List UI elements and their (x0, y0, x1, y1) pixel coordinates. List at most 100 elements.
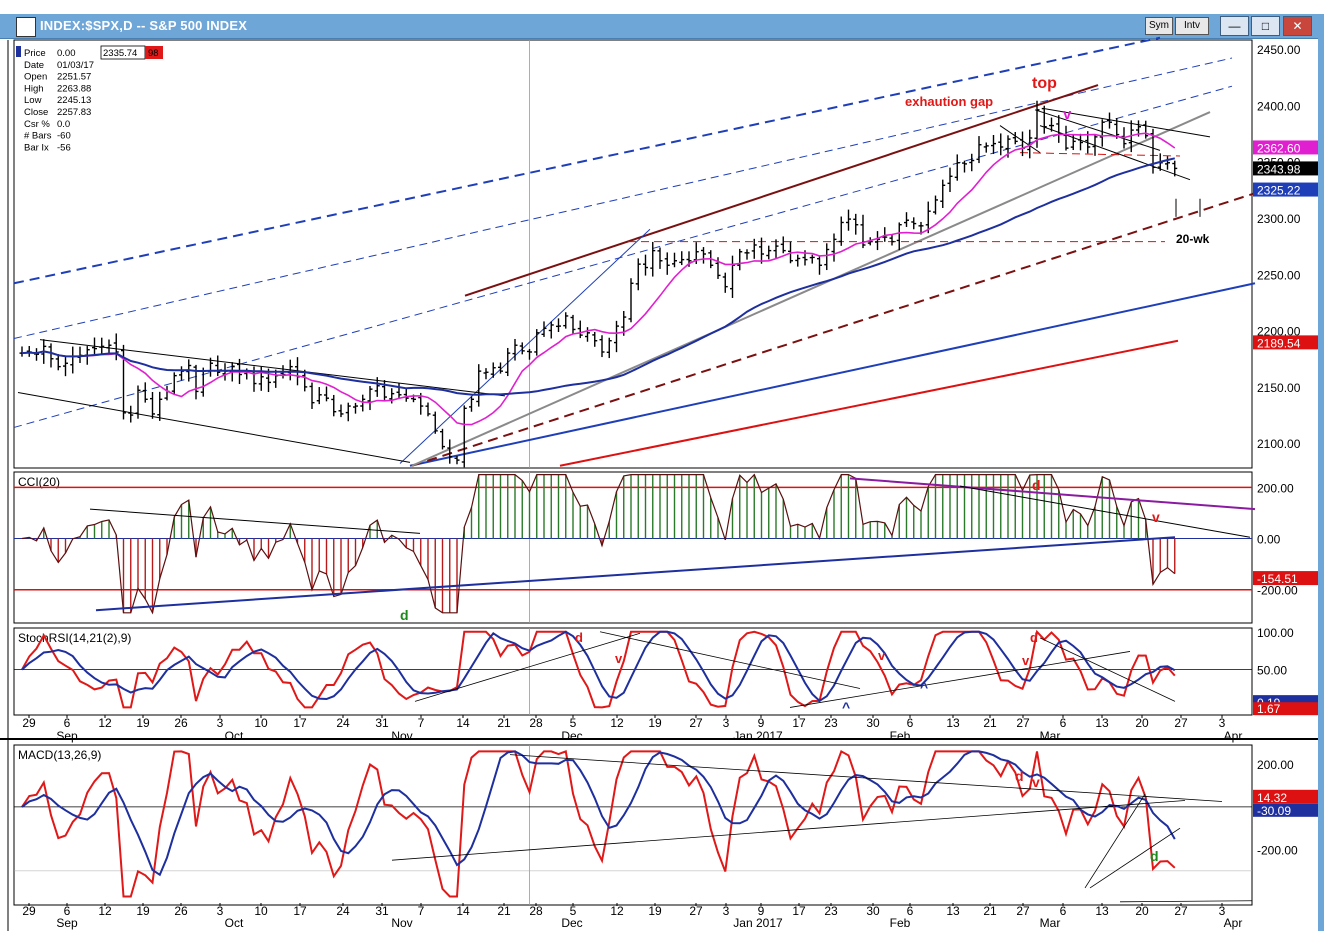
stoch-v-annotation: v (615, 651, 623, 666)
macd-d-annotation: d (1015, 768, 1024, 784)
price-bar (128, 405, 134, 423)
macd-title: MACD(13,26,9) (18, 748, 101, 762)
x-day-label-lower: 14 (456, 904, 470, 918)
x-day-label-lower: 27 (1174, 904, 1188, 918)
cci-line (21, 473, 1176, 615)
x-day-label-lower: 29 (22, 904, 36, 918)
price-axis-label: 2150.00 (1257, 381, 1301, 395)
price-bar (171, 372, 177, 395)
price-bar (780, 236, 786, 254)
cci-falling-trendline (849, 477, 1256, 511)
x-day-label-lower: 13 (946, 904, 960, 918)
price-bar (701, 247, 706, 264)
stoch-d-annotation-2: d (1030, 630, 1038, 645)
cci-d-low-annotation: d (400, 607, 409, 623)
x-day-label-lower: 17 (293, 904, 307, 918)
x-day-label-lower: 13 (1095, 904, 1109, 918)
price-bar (585, 327, 590, 342)
lower-channel-blue (409, 282, 1256, 467)
x-day-label-lower: 28 (529, 904, 543, 918)
price-bar (737, 248, 743, 271)
price-bar (1063, 125, 1069, 151)
x-day-label-lower: 6 (907, 904, 914, 918)
info-value: -60 (57, 131, 71, 142)
close-button[interactable]: ✕ (1283, 16, 1312, 36)
price-bar (461, 405, 467, 468)
x-day-label-lower: 26 (174, 904, 188, 918)
info-label: # Bars (24, 131, 52, 142)
macd-trend-d (1089, 827, 1181, 889)
minimize-button[interactable]: — (1220, 16, 1249, 36)
info-label: Price (24, 48, 46, 59)
price-bar (577, 320, 583, 339)
price-bar (672, 252, 677, 268)
price-bar (940, 179, 946, 208)
cci-value: -154.51 (1257, 572, 1298, 586)
x-day-label-lower: 12 (98, 904, 112, 918)
x-day-label-upper: 9 (758, 716, 765, 730)
x-day-label-lower: 3 (1219, 904, 1226, 918)
info-value: 01/03/17 (57, 60, 94, 71)
stoch-up-annotation: ^ (842, 699, 850, 715)
price-bar (150, 392, 155, 419)
interval-button[interactable]: Intv (1175, 17, 1209, 35)
x-day-label-lower: 19 (136, 904, 150, 918)
macd-value: 14.32 (1257, 791, 1287, 805)
x-day-label-upper: 27 (1174, 716, 1188, 730)
price-bar (541, 321, 547, 337)
x-month-label-upper: Apr (1224, 729, 1243, 743)
macd-value-bg (1253, 789, 1318, 804)
restore-button[interactable]: □ (1251, 16, 1280, 36)
price-bar (425, 402, 431, 417)
price-bar (215, 355, 221, 377)
x-month-label-lower: Jan 2017 (733, 916, 783, 930)
x-day-label-lower: 6 (1060, 904, 1067, 918)
x-day-label-upper: 29 (22, 716, 36, 730)
price-bar (99, 337, 105, 355)
price-bar (142, 382, 148, 403)
x-day-label-upper: 23 (824, 716, 838, 730)
price-bar (483, 368, 489, 380)
cursor-price: 2335.74 (103, 48, 137, 59)
upper-channel-thin (13, 57, 1233, 339)
x-day-label-upper: 26 (174, 716, 188, 730)
x-month-label-lower: Mar (1040, 916, 1061, 930)
info-value: 2245.13 (57, 95, 91, 106)
v-connector (1034, 109, 1161, 151)
info-value: 0.0 (57, 119, 70, 130)
price-bar (360, 394, 366, 412)
x-day-label-lower: 9 (758, 904, 765, 918)
price-bar (592, 331, 598, 347)
price-bar (1056, 115, 1062, 143)
price-bar (1165, 156, 1170, 170)
red-trendline (559, 339, 1179, 467)
price-bar (744, 249, 750, 260)
price-bar (48, 343, 54, 368)
price-bar (628, 278, 634, 323)
x-month-label-lower: Sep (56, 916, 78, 930)
price-bar (1012, 132, 1018, 145)
info-label: Csr % (24, 119, 50, 130)
x-day-label-lower: 5 (570, 904, 577, 918)
x-day-label-upper: 19 (648, 716, 662, 730)
price-bar (817, 256, 822, 275)
info-label: Bar Ix (24, 142, 49, 153)
sma-long-line (21, 157, 1176, 396)
price-axis-label: 2200.00 (1257, 325, 1301, 339)
price-bar (643, 254, 648, 276)
price-bar (954, 154, 960, 181)
price-bar (889, 235, 895, 246)
price-bar (512, 338, 518, 361)
price-bar (831, 233, 837, 262)
x-day-label-upper: 24 (336, 716, 350, 730)
price-bar (1114, 118, 1120, 139)
price-bar (92, 337, 97, 355)
x-month-label-lower: Nov (391, 916, 412, 930)
sym-button[interactable]: Sym (1145, 17, 1173, 35)
price-axis-label: 2450.00 (1257, 43, 1301, 57)
cci-pane: CCI(20) (14, 473, 1256, 615)
x-day-label-lower: 31 (375, 904, 389, 918)
x-day-label-upper: 19 (136, 716, 150, 730)
price-bar (1099, 119, 1105, 147)
